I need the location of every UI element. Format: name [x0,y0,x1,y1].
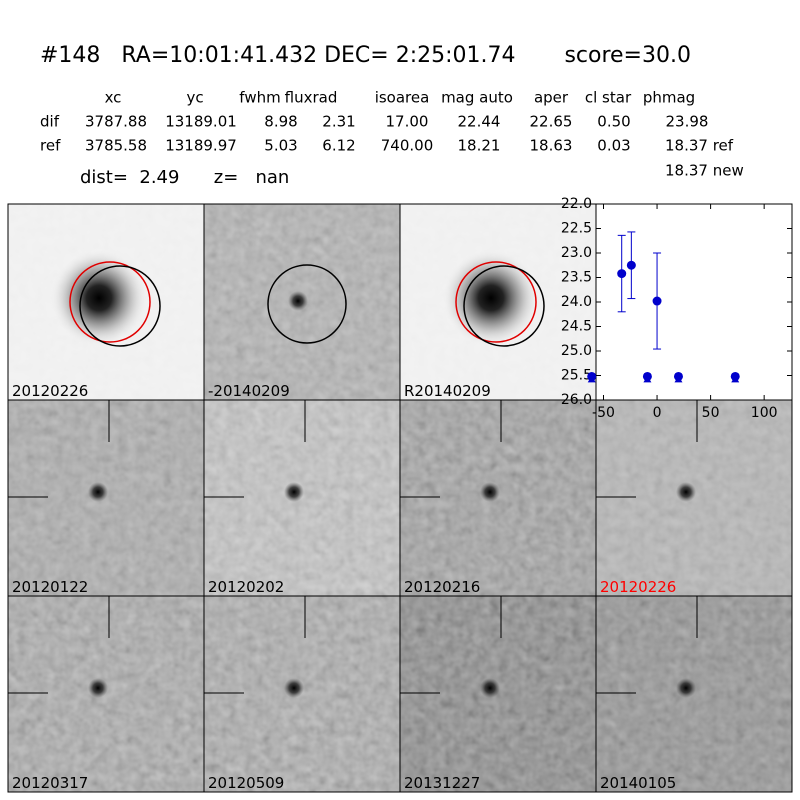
image-stamp: -20140209 [203,203,401,401]
info: dist= 2.49 z= nan [80,167,289,188]
stamp-label: 20120226 [12,382,88,400]
image-stamp: 20120202 [203,399,401,597]
stamp-label: 20131227 [404,774,480,792]
table-cell: 3785.58 [85,137,147,155]
point [617,269,627,279]
stamp-label: 20120202 [208,578,284,596]
image-stamp: 20131227 [399,595,597,793]
image-stamp: 20120317 [7,595,205,793]
image-stamp: 20120122 [7,399,205,597]
y-tick-label: 25.5 [561,368,592,384]
black-circle [267,264,347,344]
source [49,248,149,348]
column-header: isoarea [375,89,430,107]
stamp-frame [595,595,793,793]
stamp-label: 20120317 [12,774,88,792]
image-stamp: 20120226 [595,399,793,597]
column-header: phmag [643,89,695,107]
y-tick-label: 25.0 [561,343,592,359]
row-label: ref [40,137,61,155]
table-cell: 23.98 [666,113,709,131]
column-header: fluxrad [285,89,338,107]
table-cell: 5.03 [264,137,297,155]
source [676,678,696,698]
plot-area [595,203,793,401]
y-tick-label: 23.5 [561,270,592,286]
table-extra: 18.37 new [665,162,744,180]
column-header: aper [534,89,569,107]
table-cell: 6.12 [322,137,355,155]
image-stamp: 20140105 [595,595,793,793]
image-stamp: 20120216 [399,399,597,597]
stamp-label: 20120509 [208,774,284,792]
image-stamp: 20120509 [203,595,401,793]
table-cell: 22.44 [458,113,501,131]
source [284,678,304,698]
stamp-label: -20140209 [208,382,290,400]
source [480,678,500,698]
table-cell: 17.00 [386,113,429,131]
limit-marker [643,375,652,383]
table-cell: 2.31 [322,113,355,131]
x-tick-label: 0 [653,405,662,421]
limit-marker [587,375,596,383]
limit-marker [731,375,740,383]
table-cell: 0.03 [597,137,630,155]
stamp-label: 20120226 [600,578,676,596]
x-tick-label: 100 [751,405,778,421]
limit-marker [674,375,683,383]
red-circle [69,261,151,343]
column-header: mag auto [441,89,513,107]
table-cell: 22.65 [530,113,573,131]
column-header: cl star [585,89,632,107]
x-tick-label: 50 [702,405,720,421]
y-tick-label: 23.0 [561,245,592,261]
image-stamp: 20120226 [7,203,205,401]
table-cell: 18.21 [458,137,501,155]
source [288,291,308,311]
y-tick-label: 26.0 [561,392,592,408]
stamp-label: 20120216 [404,578,480,596]
source [284,482,304,502]
source [676,482,696,502]
stamp-label: 20120122 [12,578,88,596]
source [88,678,108,698]
table-cell: 0.50 [597,113,630,131]
y-tick-label: 22.5 [561,221,592,237]
y-tick-label: 22.0 [561,196,592,212]
table-cell: 13189.01 [165,113,237,131]
table-cell: 18.63 [530,137,573,155]
table-cell: 8.98 [264,113,297,131]
point [652,296,662,306]
row-label: dif [40,113,60,131]
column-header: fwhm [239,89,280,107]
point [626,260,636,270]
source [88,482,108,502]
stamp-label: R20140209 [404,382,491,400]
source [480,482,500,502]
title: #148 RA=10:01:41.432 DEC= 2:25:01.74 sco… [40,43,691,68]
column-header: xc [105,89,122,107]
table-cell: 18.37 ref [665,137,734,155]
column-header: yc [186,89,203,107]
black-circle [463,265,545,347]
table-cell: 740.00 [381,137,434,155]
table-cell: 13189.97 [165,137,237,155]
y-tick-label: 24.0 [561,294,592,310]
source [441,248,541,348]
table-cell: 3787.88 [85,113,147,131]
image-stamp: R20140209 [399,203,597,401]
stamp-label: 20140105 [600,774,676,792]
y-tick-label: 24.5 [561,319,592,335]
red-circle [455,261,537,343]
x-tick-label: -50 [592,405,615,421]
black-circle [79,265,161,347]
